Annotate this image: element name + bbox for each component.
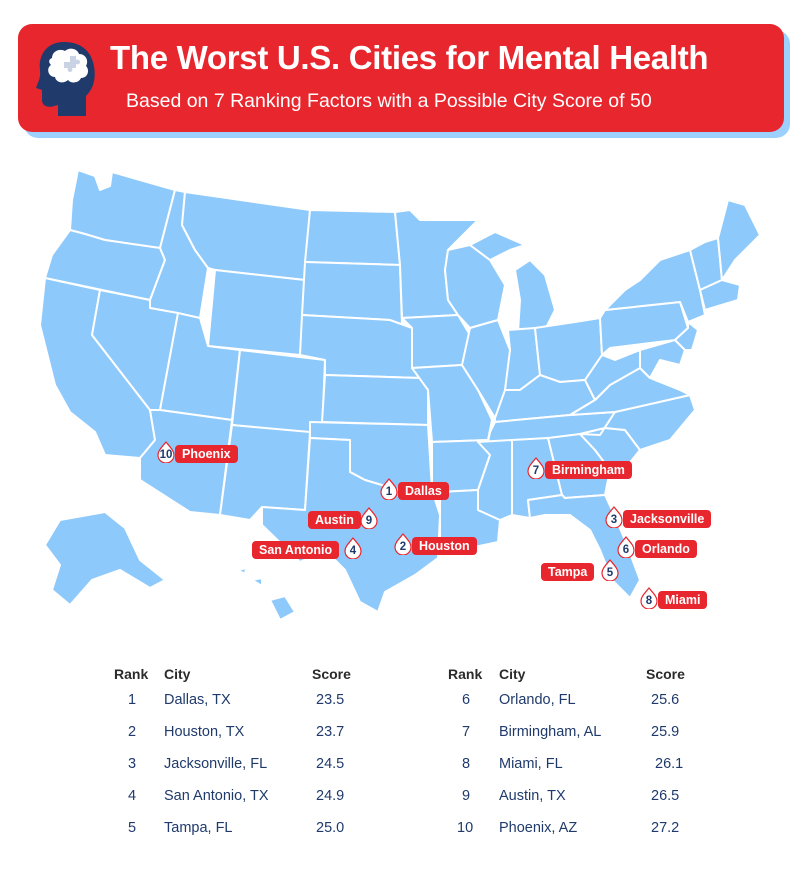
map-pin-icon [605, 506, 623, 528]
city-cell: Phoenix, AZ [499, 820, 578, 836]
map-pin-icon [617, 536, 635, 558]
brain-head-icon [36, 42, 95, 116]
map-pin-icon [640, 587, 658, 609]
score-cell: 24.5 [316, 756, 345, 772]
map-pin-icon [344, 537, 362, 559]
score-cell: 27.2 [651, 820, 680, 836]
ranking-table-right: Rank City Score 6 Orlando, FL 25.6 7 Bir… [0, 666, 801, 846]
rank-cell: 5 [128, 820, 137, 836]
header-rank: Rank [448, 666, 483, 682]
page-subtitle: Based on 7 Ranking Factors with a Possib… [126, 90, 652, 112]
score-cell: 26.1 [655, 756, 684, 772]
state-ks [321, 374, 429, 426]
state-hi [237, 567, 296, 621]
map-pin-icon [527, 457, 545, 479]
rank-cell: 9 [462, 788, 471, 804]
rank-cell: 2 [128, 724, 137, 740]
state-md [639, 339, 686, 379]
page-title: The Worst U.S. Cities for Mental Health [110, 39, 709, 76]
state-me [717, 199, 761, 281]
header-city: City [164, 666, 191, 682]
state-nj [674, 321, 699, 351]
map-pin-icon [380, 478, 398, 500]
state-ia [401, 314, 471, 369]
rank-cell: 6 [462, 692, 471, 708]
state-nc [579, 394, 696, 451]
header-score: Score [646, 666, 685, 682]
state-wy [207, 269, 306, 356]
city-cell: Orlando, FL [499, 692, 576, 708]
header-score: Score [312, 666, 351, 682]
header-rank: Rank [114, 666, 149, 682]
state-ak [44, 511, 166, 606]
state-ma [699, 279, 741, 311]
city-cell: Tampa, FL [164, 820, 233, 836]
header-city: City [499, 666, 526, 682]
ranking-table-left: Rank City Score 1 Dallas, TX 23.5 2 Hous… [0, 666, 400, 846]
score-cell: 23.5 [316, 692, 345, 708]
score-cell: 25.6 [651, 692, 680, 708]
rank-cell: 3 [128, 756, 137, 772]
state-nm [219, 424, 311, 521]
state-mi [469, 231, 556, 333]
state-nd [304, 209, 401, 266]
city-cell: Austin, TX [499, 788, 566, 804]
title-banner: The Worst U.S. Cities for Mental Health … [18, 24, 784, 132]
score-cell: 25.9 [651, 724, 680, 740]
city-cell: Miami, FL [499, 756, 563, 772]
map-pin-icon [601, 559, 619, 581]
score-cell: 24.9 [316, 788, 345, 804]
city-cell: Birmingham, AL [499, 724, 602, 740]
map-pin-icon [157, 441, 175, 463]
map-pin-icon [394, 533, 412, 555]
city-cell: San Antonio, TX [164, 788, 269, 804]
rank-cell: 8 [462, 756, 471, 772]
rank-cell: 7 [462, 724, 471, 740]
rank-cell: 1 [128, 692, 137, 708]
rank-cell: 10 [457, 820, 474, 836]
us-map [39, 169, 761, 621]
city-cell: Jacksonville, FL [164, 756, 268, 772]
city-cell: Dallas, TX [164, 692, 231, 708]
score-cell: 26.5 [651, 788, 680, 804]
map-pin-icon [360, 507, 378, 529]
rank-cell: 4 [128, 788, 137, 804]
score-cell: 23.7 [316, 724, 345, 740]
city-cell: Houston, TX [164, 724, 245, 740]
score-cell: 25.0 [316, 820, 345, 836]
